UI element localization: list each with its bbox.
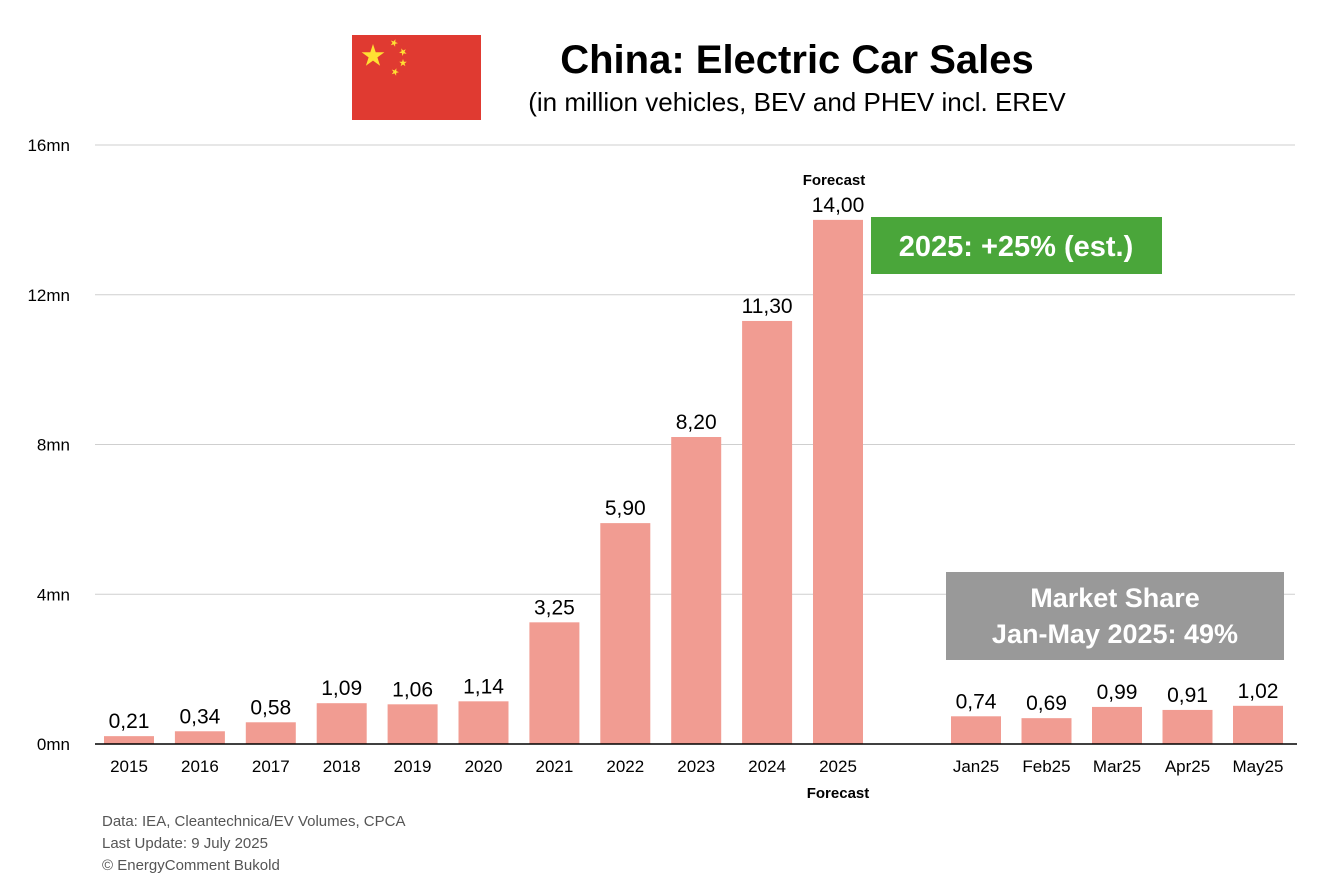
source-line: Data: IEA, Cleantechnica/EV Volumes, CPC… (102, 813, 405, 830)
market-share-box (946, 572, 1284, 660)
bar (316, 703, 367, 744)
x-tick-label: Apr25 (1165, 757, 1210, 776)
x-axis: 2015 2016 2017 2018 2019 2020 2021 2022 2023 2024… (110, 757, 1283, 776)
data-label: 0,99 (1097, 681, 1138, 704)
y-tick-label: 8mn (37, 436, 70, 455)
chart-title: China: Electric Car Sales (560, 38, 1034, 82)
bar (458, 701, 509, 744)
bar (1233, 705, 1283, 744)
flag-small-star (391, 68, 399, 76)
bar (813, 219, 863, 744)
bar (742, 320, 793, 744)
data-label: 0,58 (250, 696, 291, 719)
forecast-label-bottom: Forecast (807, 785, 870, 802)
x-tick-label: 2015 (110, 757, 148, 776)
bar (174, 731, 225, 744)
data-label: 1,02 (1238, 680, 1279, 703)
x-tick-label: Jan25 (953, 757, 999, 776)
x-tick-label: 2024 (748, 757, 786, 776)
data-label: 14,00 (812, 194, 865, 217)
flag-big-star (361, 44, 385, 66)
bar (600, 523, 651, 744)
market-share-line1: Market Share (1030, 583, 1200, 613)
bar (1021, 718, 1072, 744)
forecast-label-top: Forecast (803, 172, 866, 189)
flag-background (352, 35, 481, 120)
data-label: 0,69 (1026, 692, 1067, 715)
x-tick-label: Mar25 (1093, 757, 1141, 776)
x-tick-label: 2021 (535, 757, 573, 776)
x-tick-label: 2016 (181, 757, 219, 776)
bar (245, 722, 296, 744)
chart-subtitle: (in million vehicles, BEV and PHEV incl.… (528, 87, 1066, 117)
y-tick-label: 0mn (37, 735, 70, 754)
market-share-line2: Jan-May 2025: 49% (992, 619, 1238, 649)
bar (1092, 706, 1142, 744)
last-update-line: Last Update: 9 July 2025 (102, 835, 268, 852)
data-label: 0,21 (109, 710, 150, 733)
x-tick-label: 2018 (323, 757, 361, 776)
flag-small-star (390, 39, 398, 47)
x-tick-label: 2022 (606, 757, 644, 776)
flag-small-star (399, 59, 407, 67)
data-label: 11,30 (742, 295, 793, 318)
data-label: 0,91 (1167, 684, 1208, 707)
growth-box-text: 2025: +25% (est.) (899, 231, 1134, 263)
x-tick-label: 2023 (677, 757, 715, 776)
bar (951, 716, 1001, 744)
bar (387, 704, 438, 744)
bar (104, 736, 154, 744)
y-tick-label: 4mn (37, 585, 70, 604)
y-axis: 0mn 4mn 8mn 12mn 16mn (27, 136, 70, 754)
data-label: 5,90 (605, 497, 646, 520)
growth-annotation: 2025: +25% (est.) (871, 217, 1162, 274)
data-label: 0,74 (956, 690, 997, 713)
copyright-line: © EnergyComment Bukold (102, 857, 280, 874)
x-tick-label: 2019 (394, 757, 432, 776)
x-tick-label: 2025 (819, 757, 857, 776)
y-tick-label: 12mn (27, 286, 70, 305)
bar (1162, 709, 1213, 744)
china-flag-icon (352, 35, 481, 120)
flag-small-star (399, 48, 407, 56)
growth-box (871, 217, 1162, 274)
y-tick-label: 16mn (27, 136, 70, 155)
bar (529, 622, 580, 744)
x-tick-label: Feb25 (1022, 757, 1070, 776)
data-label: 3,25 (534, 596, 575, 619)
x-tick-label: 2020 (465, 757, 503, 776)
x-tick-label: 2017 (252, 757, 290, 776)
data-label: 1,14 (463, 675, 504, 698)
bar (671, 437, 722, 744)
bars: 0,21 0,34 0,58 1,09 1,06 1,14 3,25 5,90 8,20 11,3… (104, 194, 1283, 744)
data-label: 0,34 (179, 705, 220, 728)
data-label: 1,06 (392, 678, 433, 701)
x-tick-label: May25 (1232, 757, 1283, 776)
data-label: 8,20 (676, 411, 717, 434)
data-label: 1,09 (321, 677, 362, 700)
market-share-annotation: Market Share Jan-May 2025: 49% (946, 572, 1284, 660)
